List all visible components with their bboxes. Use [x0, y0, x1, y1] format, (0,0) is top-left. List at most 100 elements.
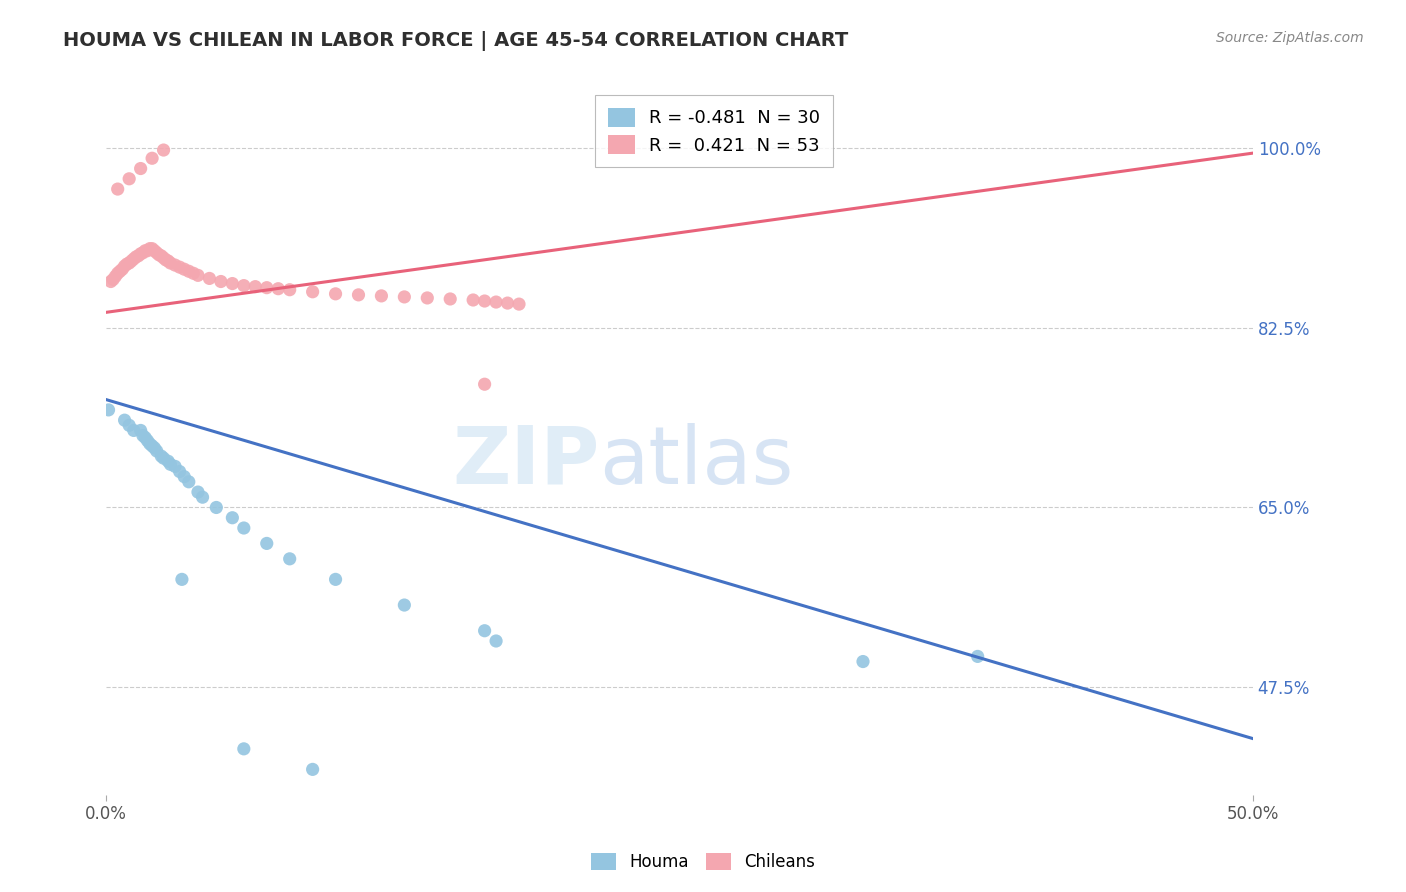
Text: Source: ZipAtlas.com: Source: ZipAtlas.com [1216, 31, 1364, 45]
Point [325, 286, 347, 301]
Point [256, 281, 278, 295]
Point [169, 465, 191, 479]
Point [301, 285, 323, 299]
Point [114, 259, 136, 273]
Point [325, 573, 347, 587]
Point [278, 551, 301, 566]
Point [122, 424, 145, 438]
Point [474, 293, 496, 308]
Point [134, 244, 156, 258]
Point [232, 278, 254, 293]
Point [439, 292, 461, 306]
Point [852, 655, 875, 669]
Point [485, 634, 508, 648]
Point [118, 171, 141, 186]
Point [143, 441, 166, 455]
Point [474, 624, 496, 638]
Point [173, 469, 195, 483]
Point [169, 260, 191, 274]
Point [141, 151, 163, 165]
Point [163, 459, 186, 474]
Point [127, 249, 149, 263]
Point [278, 283, 301, 297]
Point [134, 431, 156, 445]
Point [136, 434, 159, 448]
Point [474, 377, 496, 392]
Point [129, 161, 152, 176]
Point [107, 182, 129, 196]
Point [150, 249, 173, 263]
Point [121, 254, 143, 268]
Point [157, 454, 180, 468]
Point [143, 244, 166, 258]
Point [416, 291, 439, 305]
Point [145, 245, 167, 260]
Point [347, 288, 370, 302]
Point [129, 247, 152, 261]
Point [205, 500, 228, 515]
Point [463, 293, 485, 307]
Point [152, 451, 174, 466]
Point [139, 242, 162, 256]
Point [232, 521, 254, 535]
Point [301, 763, 323, 777]
Point [150, 449, 173, 463]
Point [221, 277, 243, 291]
Point [173, 262, 195, 277]
Text: HOUMA VS CHILEAN IN LABOR FORCE | AGE 45-54 CORRELATION CHART: HOUMA VS CHILEAN IN LABOR FORCE | AGE 45… [63, 31, 848, 51]
Point [152, 251, 174, 265]
Point [115, 257, 138, 271]
Point [107, 266, 129, 280]
Point [209, 275, 232, 289]
Point [114, 413, 136, 427]
Point [485, 295, 508, 310]
Point [187, 268, 209, 283]
Point [157, 254, 180, 268]
Point [966, 649, 988, 664]
Text: atlas: atlas [599, 423, 793, 501]
Legend: Houma, Chileans: Houma, Chileans [583, 845, 823, 880]
Point [111, 262, 134, 277]
Point [132, 428, 155, 442]
Point [496, 296, 519, 310]
Point [141, 242, 163, 256]
Point [187, 485, 209, 500]
Point [155, 252, 177, 267]
Point [394, 290, 416, 304]
Point [232, 742, 254, 756]
Point [245, 279, 267, 293]
Point [370, 289, 392, 303]
Point [148, 248, 170, 262]
Point [183, 266, 205, 280]
Point [159, 256, 181, 270]
Point [267, 282, 290, 296]
Point [108, 264, 131, 278]
Point [508, 297, 530, 311]
Point [97, 403, 120, 417]
Point [118, 256, 141, 270]
Point [256, 536, 278, 550]
Point [129, 424, 152, 438]
Point [100, 275, 122, 289]
Point [191, 490, 214, 504]
Point [177, 264, 200, 278]
Point [394, 598, 416, 612]
Point [132, 245, 155, 260]
Point [163, 258, 186, 272]
Point [198, 271, 221, 285]
Point [221, 510, 243, 524]
Text: ZIP: ZIP [451, 423, 599, 501]
Point [122, 252, 145, 266]
Point [141, 439, 163, 453]
Point [152, 143, 174, 157]
Point [139, 437, 162, 451]
Point [170, 573, 193, 587]
Legend: R = -0.481  N = 30, R =  0.421  N = 53: R = -0.481 N = 30, R = 0.421 N = 53 [595, 95, 832, 168]
Point [101, 272, 124, 286]
Point [136, 244, 159, 258]
Point [177, 475, 200, 489]
Point [125, 250, 148, 264]
Point [145, 444, 167, 458]
Point [118, 418, 141, 433]
Point [159, 458, 181, 472]
